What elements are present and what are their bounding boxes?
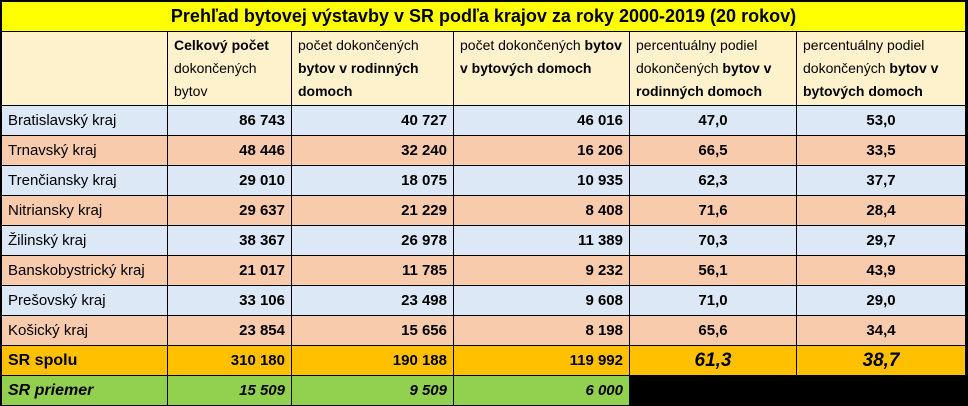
pct-apartment-value: 28,4 bbox=[795, 195, 967, 226]
header-total: Celkový počet dokončených bytov bbox=[167, 31, 292, 106]
total-value: 29 010 bbox=[167, 165, 292, 196]
total-value: 23 854 bbox=[167, 315, 292, 346]
pct-apartment-value: 43,9 bbox=[795, 255, 967, 286]
region-name: Trenčiansky kraj bbox=[1, 165, 168, 196]
pct-apartment-value: 53,0 bbox=[795, 105, 967, 136]
family-value: 18 075 bbox=[291, 165, 454, 196]
header-apartment: počet dokončených bytov v bytových domoc… bbox=[453, 31, 630, 106]
table-title: Prehľad bytovej výstavby v SR podľa kraj… bbox=[0, 1, 967, 32]
header-pct-family-plain: percentuálny podiel dokončených bbox=[636, 37, 758, 76]
pct-family-value: 71,0 bbox=[629, 285, 797, 316]
total-value: 48 446 bbox=[167, 135, 292, 166]
family-value: 23 498 bbox=[291, 285, 454, 316]
table-row: Bratislavský kraj 86 743 40 727 46 016 4… bbox=[1, 105, 967, 136]
pct-apartment-value: 33,5 bbox=[795, 135, 967, 166]
table-row: Trenčiansky kraj 29 010 18 075 10 935 62… bbox=[1, 165, 967, 196]
table-row: Žilinský kraj 38 367 26 978 11 389 70,3 … bbox=[1, 225, 967, 256]
table-row: Banskobystrický kraj 21 017 11 785 9 232… bbox=[1, 255, 967, 286]
region-name: Nitriansky kraj bbox=[1, 195, 168, 226]
header-pct-apartment: percentuálny podiel dokončených bytov v … bbox=[795, 31, 967, 106]
total-label: SR spolu bbox=[1, 345, 168, 376]
apartment-value: 16 206 bbox=[453, 135, 630, 166]
apartment-value: 8 198 bbox=[453, 315, 630, 346]
family-value: 40 727 bbox=[291, 105, 454, 136]
pct-family-total: 61,3 bbox=[629, 345, 797, 376]
apartment-average: 6 000 bbox=[453, 375, 630, 406]
apartment-value: 10 935 bbox=[453, 165, 630, 196]
region-name: Bratislavský kraj bbox=[1, 105, 168, 136]
pct-family-value: 66,5 bbox=[629, 135, 797, 166]
pct-apartment-value: 34,4 bbox=[795, 315, 967, 346]
header-total-bold: Celkový počet bbox=[174, 37, 269, 53]
table-row: Nitriansky kraj 29 637 21 229 8 408 71,6… bbox=[1, 195, 967, 226]
pct-family-value: 71,6 bbox=[629, 195, 797, 226]
apartment-value: 46 016 bbox=[453, 105, 630, 136]
apartment-sum: 119 992 bbox=[453, 345, 630, 376]
header-family-bold: bytov v rodinných domoch bbox=[298, 60, 419, 99]
average-row: SR priemer 15 509 9 509 6 000 bbox=[1, 375, 967, 406]
total-value: 86 743 bbox=[167, 105, 292, 136]
header-pct-family-bold: bytov v rodinných domoch bbox=[636, 60, 772, 99]
apartment-value: 11 389 bbox=[453, 225, 630, 256]
family-value: 32 240 bbox=[291, 135, 454, 166]
empty-cell bbox=[628, 375, 967, 406]
region-name: Košický kraj bbox=[1, 315, 168, 346]
average-label: SR priemer bbox=[1, 375, 168, 406]
total-value: 29 637 bbox=[167, 195, 292, 226]
header-pct-apartment-bold: bytov v bytových domoch bbox=[803, 60, 939, 99]
header-family-plain: počet dokončených bbox=[298, 37, 419, 53]
header-family: počet dokončených bytov v rodinných domo… bbox=[291, 31, 454, 106]
pct-family-value: 62,3 bbox=[629, 165, 797, 196]
pct-family-value: 47,0 bbox=[629, 105, 797, 136]
family-value: 15 656 bbox=[291, 315, 454, 346]
region-name: Banskobystrický kraj bbox=[1, 255, 168, 286]
total-row: SR spolu 310 180 190 188 119 992 61,3 38… bbox=[1, 345, 967, 376]
pct-apartment-total: 38,7 bbox=[795, 345, 967, 376]
total-value: 33 106 bbox=[167, 285, 292, 316]
header-pct-family: percentuálny podiel dokončených bytov v … bbox=[629, 31, 797, 106]
family-value: 11 785 bbox=[291, 255, 454, 286]
apartment-value: 9 608 bbox=[453, 285, 630, 316]
pct-apartment-value: 29,7 bbox=[795, 225, 967, 256]
header-apartment-bold: bytov v bytových domoch bbox=[460, 37, 622, 76]
total-sum: 310 180 bbox=[167, 345, 292, 376]
header-pct-apartment-plain: percentuálny podiel dokončených bbox=[803, 37, 925, 76]
apartment-value: 8 408 bbox=[453, 195, 630, 226]
total-value: 21 017 bbox=[167, 255, 292, 286]
region-name: Trnavský kraj bbox=[1, 135, 168, 166]
header-blank bbox=[1, 31, 168, 106]
header-row: Celkový počet dokončených bytov počet do… bbox=[1, 31, 967, 106]
header-total-rest: dokončených bytov bbox=[174, 60, 257, 99]
pct-family-value: 56,1 bbox=[629, 255, 797, 286]
family-value: 26 978 bbox=[291, 225, 454, 256]
total-average: 15 509 bbox=[167, 375, 292, 406]
header-apartment-plain: počet dokončených bbox=[460, 37, 581, 53]
family-value: 21 229 bbox=[291, 195, 454, 226]
pct-family-value: 70,3 bbox=[629, 225, 797, 256]
family-sum: 190 188 bbox=[291, 345, 454, 376]
region-name: Prešovský kraj bbox=[1, 285, 168, 316]
family-average: 9 509 bbox=[291, 375, 454, 406]
pct-family-value: 65,6 bbox=[629, 315, 797, 346]
total-value: 38 367 bbox=[167, 225, 292, 256]
pct-apartment-value: 37,7 bbox=[795, 165, 967, 196]
pct-apartment-value: 29,0 bbox=[795, 285, 967, 316]
region-name: Žilinský kraj bbox=[1, 225, 168, 256]
table-row: Prešovský kraj 33 106 23 498 9 608 71,0 … bbox=[1, 285, 967, 316]
apartment-value: 9 232 bbox=[453, 255, 630, 286]
table-row: Trnavský kraj 48 446 32 240 16 206 66,5 … bbox=[1, 135, 967, 166]
table-row: Košický kraj 23 854 15 656 8 198 65,6 34… bbox=[1, 315, 967, 346]
